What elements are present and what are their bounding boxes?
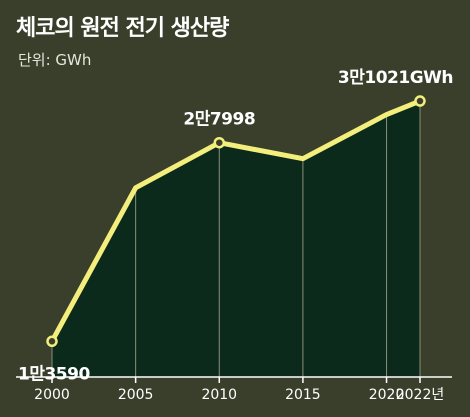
data-point-2000 [46,335,58,348]
series-line [49,98,423,344]
x-tick-label-2020: 2020 [369,387,405,403]
chart-title: 체코의 원전 전기 생산량 [16,16,229,41]
data-label-2010: 2만7998 [183,110,255,130]
data-point-2022 [414,95,426,107]
unit-label: 단위: GWh [18,51,92,69]
x-tick-label-2022: 2022년 [396,387,445,403]
data-point-2010 [213,136,226,149]
data-label-2022: 3만1021GWh [338,68,453,88]
data-label-2000: 1만3590 [18,364,90,384]
x-tick-label-2000: 2000 [34,387,70,403]
x-tick-label-2010: 2010 [201,387,237,403]
area-fill [52,101,420,378]
x-tick-label-2005: 2005 [118,387,154,403]
x-tick-label-2015: 2015 [285,387,321,403]
